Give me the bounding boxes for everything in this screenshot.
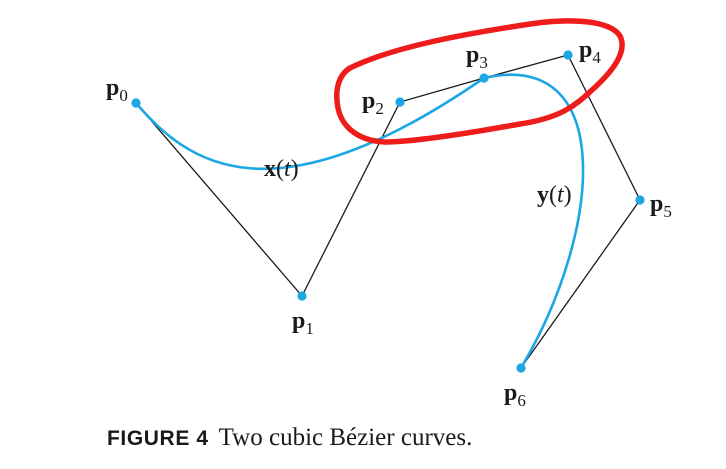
- point-p6: [516, 363, 526, 373]
- label-p0: p0: [106, 75, 128, 105]
- label-p2: p2: [362, 88, 384, 118]
- label-curve-x: x(t): [264, 156, 299, 182]
- label-p6: p6: [504, 380, 526, 410]
- curve-x: [134, 76, 486, 171]
- label-p4: p4: [579, 37, 601, 67]
- label-p1: p1: [292, 308, 314, 338]
- label-p5: p5: [650, 191, 672, 221]
- point-p4: [563, 50, 573, 60]
- point-p0: [131, 98, 141, 108]
- caption-label: FIGURE 4: [107, 427, 209, 450]
- caption-text: Two cubic Bézier curves.: [218, 424, 473, 451]
- label-p3: p3: [466, 42, 488, 72]
- point-p1: [297, 291, 307, 301]
- point-p2: [395, 97, 405, 107]
- figure-caption: FIGURE 4 Two cubic Bézier curves.: [107, 424, 472, 452]
- control-polygon: [135, 54, 641, 369]
- point-p5: [635, 195, 645, 205]
- label-curve-y: y(t): [537, 182, 572, 208]
- highlight-annotation: [334, 18, 625, 145]
- curve-y: [482, 73, 585, 370]
- point-p3: [479, 73, 489, 83]
